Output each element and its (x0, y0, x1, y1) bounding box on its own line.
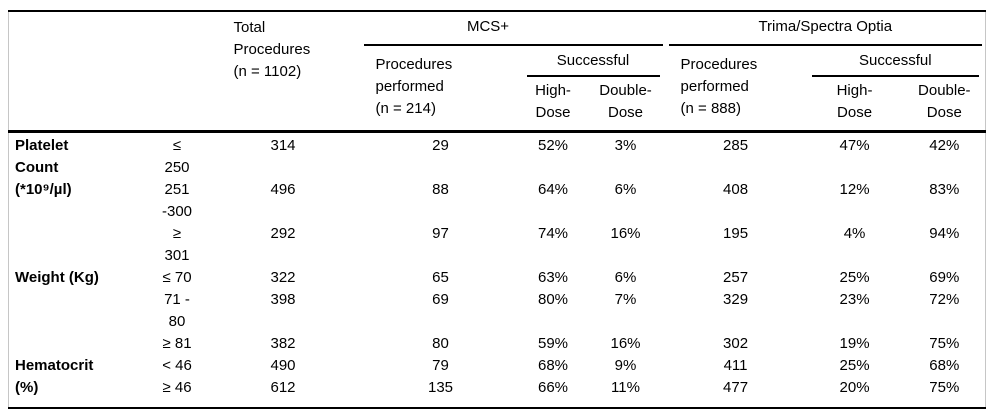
column-header-trima-performed: Procedures performed (n = 888) (665, 46, 806, 133)
column-header-mcs-successful: Successful (521, 46, 666, 77)
cell-trima-high-dose: 12% (839, 181, 870, 198)
column-header-mcs-performed-label: Procedures performed (n = 214) (375, 56, 453, 117)
cell-mcs-high-dose: 74% (537, 225, 569, 242)
cell-mcs-high-dose: 52% (537, 137, 569, 154)
column-header-trima-double-dose: Double- Dose (903, 77, 986, 133)
cell-mcs-performed: 88 (432, 181, 449, 198)
cell-mcs-high-dose: 59% (537, 335, 569, 352)
cell-mcs-high-dose: 63% (537, 269, 569, 286)
cell-trima-performed: 285 (723, 137, 749, 154)
row-category-hematocrit: Hematocrit (%) (15, 357, 94, 396)
cell-mcs-double-dose: 16% (610, 335, 641, 352)
group-header-mcs-label: MCS+ (466, 18, 510, 35)
column-header-mcs-successful-label: Successful (526, 46, 660, 77)
cell-trima-high-dose: 19% (839, 335, 870, 352)
cell-trima-performed: 408 (723, 181, 749, 198)
cell-trima-performed: 257 (723, 269, 749, 286)
cell-trima-double-dose: 94% (929, 225, 960, 242)
row-range: 251 -300 (161, 181, 193, 220)
cell-mcs-double-dose: 11% (611, 379, 640, 396)
corner-cell (8, 11, 206, 133)
row-range: < 46 (162, 357, 192, 374)
cell-trima-performed: 302 (723, 335, 749, 352)
cell-total: 398 (270, 291, 296, 308)
cell-mcs-performed: 65 (432, 269, 449, 286)
cell-trima-high-dose: 23% (839, 291, 870, 308)
cell-trima-double-dose: 83% (929, 181, 960, 198)
cell-trima-double-dose: 69% (929, 269, 960, 286)
cell-trima-high-dose: 25% (839, 357, 870, 374)
cell-total: 612 (270, 379, 296, 396)
cell-total: 292 (270, 225, 296, 242)
cell-mcs-double-dose: 9% (614, 357, 637, 374)
cell-mcs-high-dose: 66% (537, 379, 569, 396)
cell-trima-performed: 329 (723, 291, 749, 308)
cell-trima-performed: 195 (723, 225, 749, 242)
cell-trima-high-dose: 25% (839, 269, 870, 286)
table-header: Total Procedures (n = 1102) MCS+ Trima/S… (8, 11, 986, 133)
table-row: ≥ 301 292 97 74% 16% 195 4% 94% (9, 223, 986, 267)
row-range: ≥ 81 (162, 335, 192, 352)
table-row: ≥ 46 612 135 66% 11% 477 20% 75% (9, 377, 986, 408)
row-category-weight: Weight (Kg) (15, 269, 99, 286)
column-header-mcs-performed: Procedures performed (n = 214) (360, 46, 521, 133)
cell-mcs-performed: 80 (432, 335, 449, 352)
cell-mcs-high-dose: 80% (537, 291, 569, 308)
cell-total: 314 (270, 137, 296, 154)
cell-mcs-double-dose: 6% (614, 181, 637, 198)
table-row: Platelet Count (*10⁹/µl) ≤ 250 314 29 52… (9, 132, 986, 198)
row-category-platelet-count: Platelet Count (*10⁹/µl) (15, 137, 72, 198)
column-header-mcs-double-dose: Double- Dose (585, 77, 666, 133)
cell-trima-double-dose: 72% (929, 291, 960, 308)
column-header-total-label: Total Procedures (n = 1102) (233, 19, 311, 80)
cell-mcs-double-dose: 7% (614, 291, 637, 308)
cell-total: 496 (270, 181, 296, 198)
cell-trima-performed: 411 (723, 357, 748, 374)
group-header-mcs: MCS+ (361, 11, 666, 46)
cell-trima-double-dose: 75% (929, 335, 960, 352)
row-range: ≥ 301 (164, 225, 190, 264)
cell-mcs-high-dose: 64% (537, 181, 569, 198)
table-row: Hematocrit (%) < 46 490 79 68% 9% 411 25… (9, 355, 986, 396)
table-row: ≥ 81 382 80 59% 16% 302 19% 75% (9, 333, 986, 355)
cell-mcs-double-dose: 3% (614, 137, 637, 154)
cell-mcs-high-dose: 68% (537, 357, 569, 374)
table-row: 71 - 80 398 69 80% 7% 329 23% 72% (9, 289, 986, 333)
cell-total: 322 (270, 269, 296, 286)
column-header-trima-high-dose: High- Dose (805, 77, 904, 133)
column-header-mcs-high-dose: High- Dose (520, 77, 586, 133)
cell-total: 490 (270, 357, 296, 374)
table-row: 251 -300 496 88 64% 6% 408 12% 83% (9, 179, 986, 223)
results-table: Total Procedures (n = 1102) MCS+ Trima/S… (8, 10, 987, 409)
group-header-trima-label: Trima/Spectra Optia (758, 18, 893, 35)
column-header-trima-successful: Successful (806, 46, 986, 77)
row-range: ≥ 46 (162, 379, 192, 396)
cell-trima-performed: 477 (723, 379, 749, 396)
row-range: ≤ 70 (162, 269, 192, 286)
cell-mcs-double-dose: 16% (610, 225, 641, 242)
column-header-total: Total Procedures (n = 1102) (205, 11, 361, 133)
cell-trima-double-dose: 42% (929, 137, 960, 154)
group-header-trima: Trima/Spectra Optia (666, 11, 986, 46)
cell-trima-high-dose: 47% (839, 137, 870, 154)
cell-trima-high-dose: 4% (843, 225, 866, 242)
table-row: Weight (Kg) ≤ 70 322 65 63% 6% 257 25% 6… (9, 267, 986, 289)
table-body: Platelet Count (*10⁹/µl) ≤ 250 314 29 52… (9, 132, 986, 409)
cell-mcs-performed: 79 (432, 357, 449, 374)
row-range: ≤ 250 (164, 137, 190, 176)
cell-mcs-performed: 97 (432, 225, 449, 242)
cell-mcs-double-dose: 6% (614, 269, 637, 286)
column-header-trima-performed-label: Procedures performed (n = 888) (680, 56, 758, 117)
cell-mcs-performed: 69 (432, 291, 449, 308)
cell-trima-double-dose: 68% (929, 357, 960, 374)
cell-trima-high-dose: 20% (839, 379, 870, 396)
cell-mcs-performed: 135 (427, 379, 454, 396)
cell-mcs-performed: 29 (432, 137, 449, 154)
cell-trima-double-dose: 75% (929, 379, 960, 396)
column-header-trima-successful-label: Successful (811, 46, 980, 77)
row-range: 71 - 80 (164, 291, 190, 330)
cell-total: 382 (270, 335, 296, 352)
